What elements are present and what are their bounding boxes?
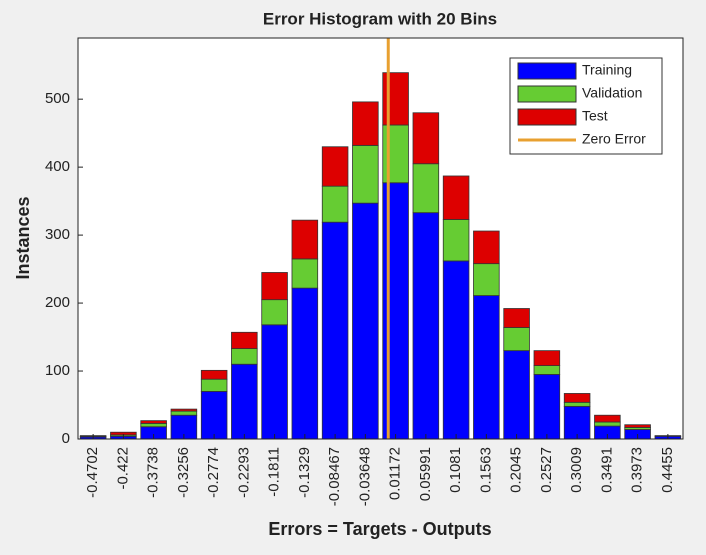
- legend-label: Validation: [582, 85, 642, 101]
- legend-swatch: [517, 108, 577, 126]
- bar-segment: [473, 295, 500, 440]
- chart-title: Error Histogram with 20 Bins: [263, 9, 497, 28]
- x-tick-label: 0.3009: [568, 447, 585, 493]
- x-tick-label: 0.1563: [477, 447, 494, 493]
- bar-segment: [261, 272, 288, 301]
- bar-segment: [231, 331, 258, 350]
- x-tick-label: -0.03648: [356, 447, 373, 506]
- bar-segment: [594, 414, 621, 423]
- x-tick-label: 0.3491: [598, 447, 615, 493]
- x-tick-label: 0.01172: [387, 447, 404, 500]
- bar-segment: [533, 365, 561, 375]
- bar-segment: [321, 146, 349, 187]
- bar-segment: [291, 287, 319, 440]
- bar-segment: [442, 260, 470, 440]
- bar-segment: [624, 424, 651, 428]
- bar-segment: [533, 374, 561, 440]
- bar-segment: [503, 327, 530, 352]
- bar-segment: [352, 202, 379, 440]
- bar-segment: [533, 350, 561, 366]
- legend-label: Test: [582, 108, 608, 124]
- bar-segment: [382, 182, 409, 440]
- bar-segment: [382, 124, 409, 184]
- x-tick-label: -0.2293: [235, 447, 252, 498]
- x-tick-label: -0.3256: [175, 447, 192, 498]
- y-tick-label: 400: [45, 158, 70, 175]
- legend-swatch: [517, 85, 577, 103]
- bar-segment: [412, 163, 440, 214]
- x-tick-label: 0.2045: [508, 447, 525, 493]
- bar-segment: [442, 219, 470, 262]
- legend-label: Training: [582, 62, 632, 78]
- x-tick-label: 0.2527: [538, 447, 555, 493]
- legend-swatch: [517, 62, 577, 80]
- bar-segment: [291, 219, 319, 260]
- bar-segment: [503, 308, 530, 328]
- bar-segment: [291, 258, 319, 289]
- bar-segment: [473, 230, 500, 265]
- bar-segment: [231, 363, 258, 440]
- x-tick-label: -0.1329: [296, 447, 313, 498]
- x-tick-label: -0.2774: [205, 447, 222, 498]
- bar-segment: [200, 378, 228, 392]
- bar-segment: [140, 420, 167, 424]
- bar-segment: [563, 401, 591, 407]
- y-tick-label: 100: [45, 362, 70, 379]
- bar-segment: [200, 369, 228, 380]
- x-tick-label: -0.422: [114, 447, 131, 490]
- bar-segment: [170, 410, 198, 416]
- bar-segment: [231, 348, 258, 365]
- bar-segment: [170, 408, 198, 412]
- bar-segment: [563, 393, 591, 403]
- bar-segment: [412, 212, 440, 440]
- bar-segment: [412, 112, 440, 165]
- x-tick-label: -0.08467: [326, 447, 343, 506]
- y-tick-label: 0: [62, 430, 70, 447]
- bar-segment: [352, 101, 379, 146]
- plot-frame: [77, 37, 684, 440]
- bar-segment: [442, 175, 470, 220]
- y-tick-label: 200: [45, 294, 70, 311]
- bar-segment: [594, 421, 621, 427]
- x-tick-label: -0.1811: [266, 447, 283, 497]
- bar-segment: [352, 144, 379, 204]
- x-tick-label: -0.4702: [84, 447, 101, 498]
- x-tick-label: -0.3738: [145, 447, 162, 498]
- x-tick-label: 0.1081: [447, 447, 464, 493]
- bar-segment: [261, 324, 288, 440]
- bar-segment: [261, 299, 288, 326]
- y-tick-label: 300: [45, 226, 70, 243]
- x-tick-label: 0.4455: [659, 447, 676, 493]
- legend: Training Validation Test Zero Error: [509, 57, 663, 155]
- bar-segment: [321, 185, 349, 223]
- bar-segment: [321, 221, 349, 440]
- x-axis-label: Errors = Targets - Outputs: [268, 519, 491, 539]
- y-tick-label: 500: [45, 90, 70, 107]
- x-tick-label: 0.05991: [417, 447, 434, 501]
- y-axis-label: Instances: [13, 196, 33, 279]
- bar-segment: [382, 72, 409, 126]
- bar-segment: [473, 263, 500, 296]
- x-tick-label: 0.3973: [629, 447, 646, 493]
- legend-label: Zero Error: [582, 131, 646, 147]
- bar-segment: [503, 350, 530, 440]
- bar-segment: [200, 391, 228, 440]
- bar-segment: [140, 422, 167, 428]
